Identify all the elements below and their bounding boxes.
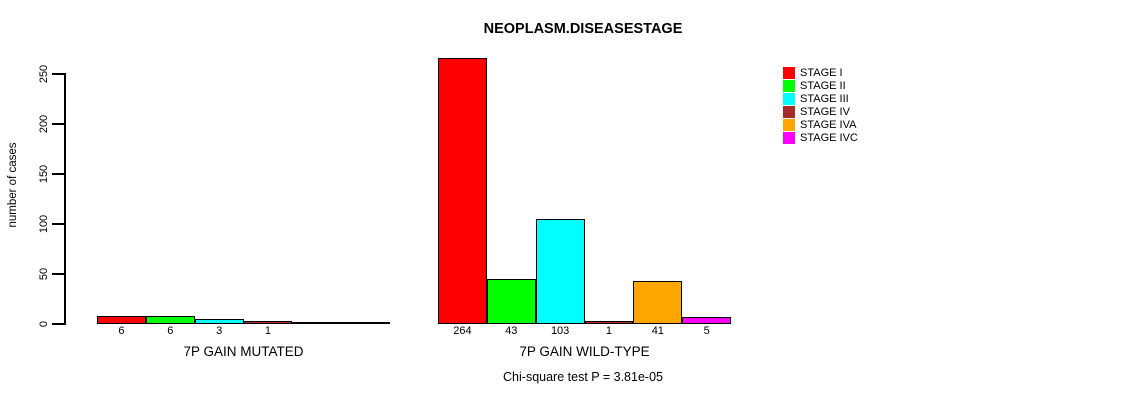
bar	[584, 321, 634, 324]
bar-value-label: 6	[167, 325, 174, 337]
legend-label: STAGE IV	[800, 106, 850, 118]
bar-value-label: 103	[550, 325, 570, 337]
bar-value-label: 1	[605, 325, 613, 337]
y-tick-mark	[52, 223, 65, 225]
bar	[682, 317, 732, 324]
bar	[97, 316, 146, 324]
bar-value-label: 41	[651, 325, 664, 337]
legend-swatch	[783, 119, 795, 131]
bar	[438, 58, 487, 324]
y-tick-label: 200	[38, 114, 50, 134]
y-tick-label: 150	[38, 164, 50, 184]
y-tick-mark	[52, 73, 65, 75]
chi-square-annotation: Chi-square test P = 3.81e-05	[503, 370, 663, 384]
bar-value-label: 3	[216, 325, 223, 337]
y-axis-title: number of cases	[7, 142, 19, 228]
bar-value-label: 264	[453, 325, 472, 337]
legend-label: STAGE III	[800, 93, 849, 105]
bar	[194, 319, 244, 324]
y-tick-label: 0	[38, 320, 50, 328]
y-tick-mark	[52, 273, 65, 275]
legend-swatch	[783, 67, 795, 79]
bar	[535, 219, 585, 324]
y-tick-mark	[52, 323, 65, 325]
bar	[243, 321, 293, 324]
legend-label: STAGE II	[800, 80, 846, 92]
legend-label: STAGE I	[800, 67, 843, 79]
legend-swatch	[783, 93, 795, 105]
bar	[486, 279, 536, 324]
legend-swatch	[783, 132, 795, 144]
legend-swatch	[783, 80, 795, 92]
y-tick-label: 100	[38, 214, 50, 234]
group-label: 7P GAIN MUTATED	[183, 344, 304, 359]
bar-value-label: 43	[505, 325, 518, 337]
chart-title: NEOPLASM.DISEASESTAGE	[483, 21, 683, 37]
y-tick-label: 250	[38, 64, 50, 84]
y-axis-line	[64, 73, 66, 325]
y-tick-label: 50	[38, 267, 50, 281]
y-tick-mark	[52, 173, 65, 175]
bar-value-label: 6	[118, 325, 125, 337]
bar-value-label: 1	[264, 325, 272, 337]
legend-label: STAGE IVA	[800, 119, 857, 131]
bar-value-label: 5	[703, 325, 710, 337]
group-label: 7P GAIN WILD-TYPE	[519, 344, 650, 359]
bar	[633, 281, 683, 324]
legend-swatch	[783, 106, 795, 118]
bar	[145, 316, 195, 324]
legend-label: STAGE IVC	[800, 132, 858, 144]
y-tick-mark	[52, 123, 65, 125]
